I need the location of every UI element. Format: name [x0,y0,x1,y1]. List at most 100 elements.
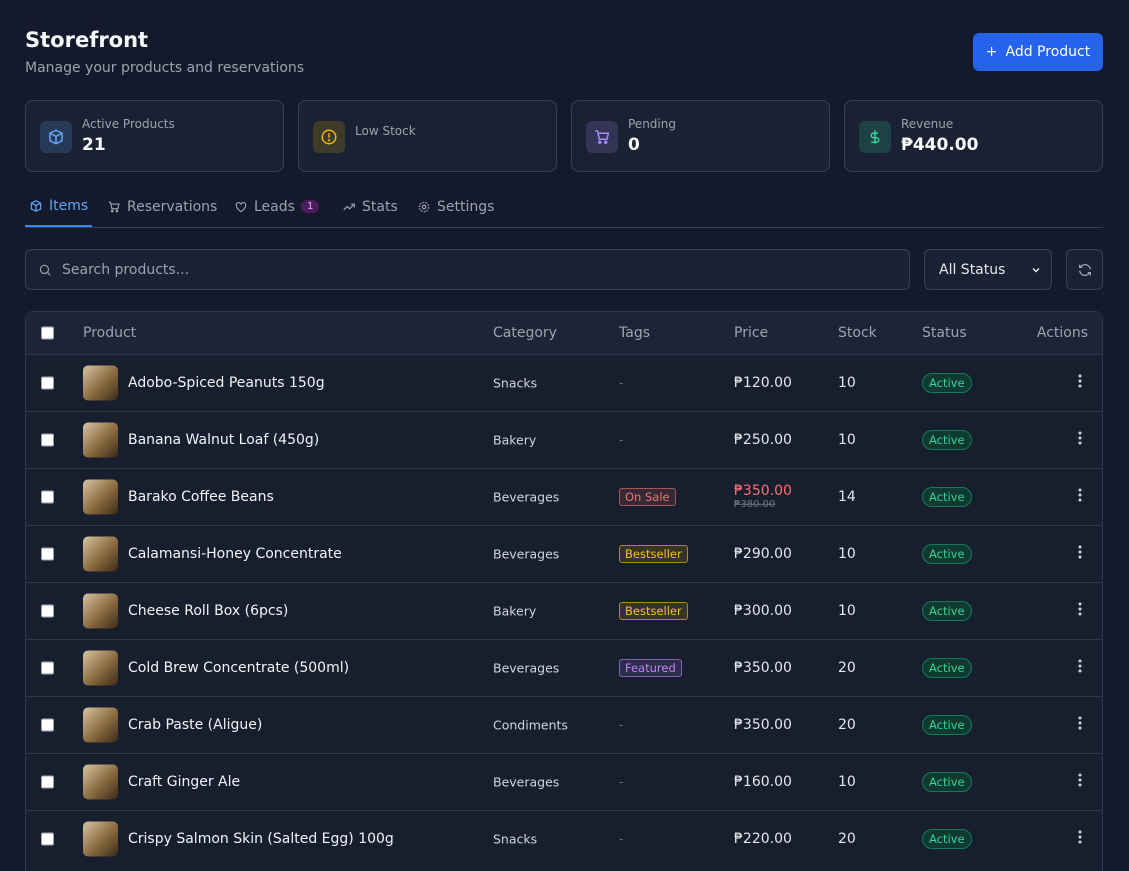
status-badge: Active [922,544,972,564]
table-row: Cold Brew Concentrate (500ml) Beverages Fe… [26,639,1102,696]
row-checkbox[interactable] [41,490,54,504]
table-header: Product Category Tags Price Stock Status Actio… [26,312,1102,354]
table-row: Calamansi-Honey Concentrate Beverages Best… [26,525,1102,582]
tab[interactable]: Leads 1 [234,186,320,227]
stock: 10 [838,774,856,790]
stat-value: 21 [82,135,106,155]
price-cell: ₱350.00 ₱380.00 [734,483,792,511]
stock: 10 [838,603,856,619]
stat-card: Low Stock [298,100,557,172]
row-checkbox[interactable] [41,661,54,675]
row-actions[interactable] [1078,716,1082,734]
tab-bar: Items Reservations Leads 1 Stats Settings [25,186,1103,228]
product-name: Calamansi-Honey Concentrate [128,546,342,562]
tab-label: Items [49,197,89,214]
add-product-label: Add Product [1005,44,1091,60]
status-badge: Active [922,601,972,621]
table-row: Craft Ginger Ale Beverages - ₱160.00 10 Activ… [26,753,1102,810]
tab[interactable]: Items [25,186,93,227]
kebab-icon [1078,431,1082,445]
status-filter-label: All Status [939,261,1006,278]
stat-label: Revenue [901,117,954,131]
refresh-button[interactable] [1066,249,1103,290]
add-product-button[interactable]: + Add Product [973,33,1103,71]
tab[interactable]: Stats [342,186,398,227]
stat-icon [40,121,72,153]
stat-label: Active Products [82,117,175,131]
tag-empty: - [619,832,624,846]
row-actions[interactable] [1078,659,1082,677]
product-thumbnail [83,707,118,743]
tab[interactable]: Settings [417,186,494,227]
row-actions[interactable] [1078,545,1082,563]
price: ₱300.00 [734,603,792,619]
status-badge: Active [922,772,972,792]
price: ₱250.00 [734,432,792,448]
row-checkbox[interactable] [41,547,54,561]
category: Bakery [493,603,537,619]
tab-label: Reservations [127,198,218,215]
table-row: Crab Paste (Aligue) Condiments - ₱350.00 20 A… [26,696,1102,753]
row-actions[interactable] [1078,488,1082,506]
stat-label: Pending [628,117,676,131]
table-row: Banana Walnut Loaf (450g) Bakery - ₱250.00 1… [26,411,1102,468]
refresh-icon [1078,263,1091,276]
status-badge: Active [922,430,972,450]
tag-empty: - [619,775,624,789]
row-checkbox[interactable] [41,775,54,789]
row-actions[interactable] [1078,773,1082,791]
product-thumbnail [83,593,118,629]
row-actions[interactable] [1078,431,1082,449]
plus-icon: + [985,44,998,60]
table-row: Cheese Roll Box (6pcs) Bakery Bestseller ₱3… [26,582,1102,639]
chevron [1032,267,1040,273]
search-placeholder: Search products... [62,261,190,278]
product-name: Cold Brew Concentrate (500ml) [128,660,350,676]
stock: 20 [838,717,856,733]
table-row: Barako Coffee Beans Beverages On Sale ₱350.… [26,468,1102,525]
row-actions[interactable] [1078,602,1082,620]
search-input[interactable]: Search products... [25,249,910,290]
status-badge: Active [922,658,972,678]
row-actions[interactable] [1078,830,1082,848]
tag: Bestseller [619,602,688,620]
stat-card: Revenue ₱440.00 [844,100,1103,172]
price: ₱160.00 [734,774,792,790]
original-price: ₱380.00 [734,499,776,511]
tag-empty: - [619,718,624,732]
product-table: Product Category Tags Price Stock Status Actio… [25,311,1103,871]
tag: Featured [619,659,682,677]
product-thumbnail [83,821,118,857]
column-header: Actions [1036,325,1088,341]
stat-label: Low Stock [355,124,416,138]
select-all-checkbox[interactable] [41,326,54,340]
category: Bakery [493,432,537,448]
stock: 14 [838,489,856,505]
tab[interactable]: Reservations [107,186,217,227]
table-row: Adobo-Spiced Peanuts 150g Snacks - ₱120.00 1… [26,354,1102,411]
row-checkbox[interactable] [41,832,54,846]
row-checkbox[interactable] [41,718,54,732]
tab-icon [343,203,355,210]
status-badge: Active [922,829,972,849]
status-filter[interactable]: All Status [924,249,1052,290]
row-checkbox[interactable] [41,433,54,447]
product-name: Crispy Salmon Skin (Salted Egg) 100g [128,831,394,847]
stock: 20 [838,660,856,676]
kebab-icon [1078,659,1082,673]
stat-icon [586,121,618,153]
status-badge: Active [922,487,972,507]
row-checkbox[interactable] [41,376,54,390]
product-thumbnail [83,365,118,401]
row-checkbox[interactable] [41,604,54,618]
product-thumbnail [83,422,118,458]
column-header: Tags [619,325,650,341]
tab-icon [30,199,42,212]
status-badge: Active [922,373,972,393]
row-actions[interactable] [1078,374,1082,392]
category: Condiments [493,717,568,733]
tab-label: Stats [362,198,398,215]
category: Snacks [493,375,538,391]
column-header: Price [734,325,769,341]
